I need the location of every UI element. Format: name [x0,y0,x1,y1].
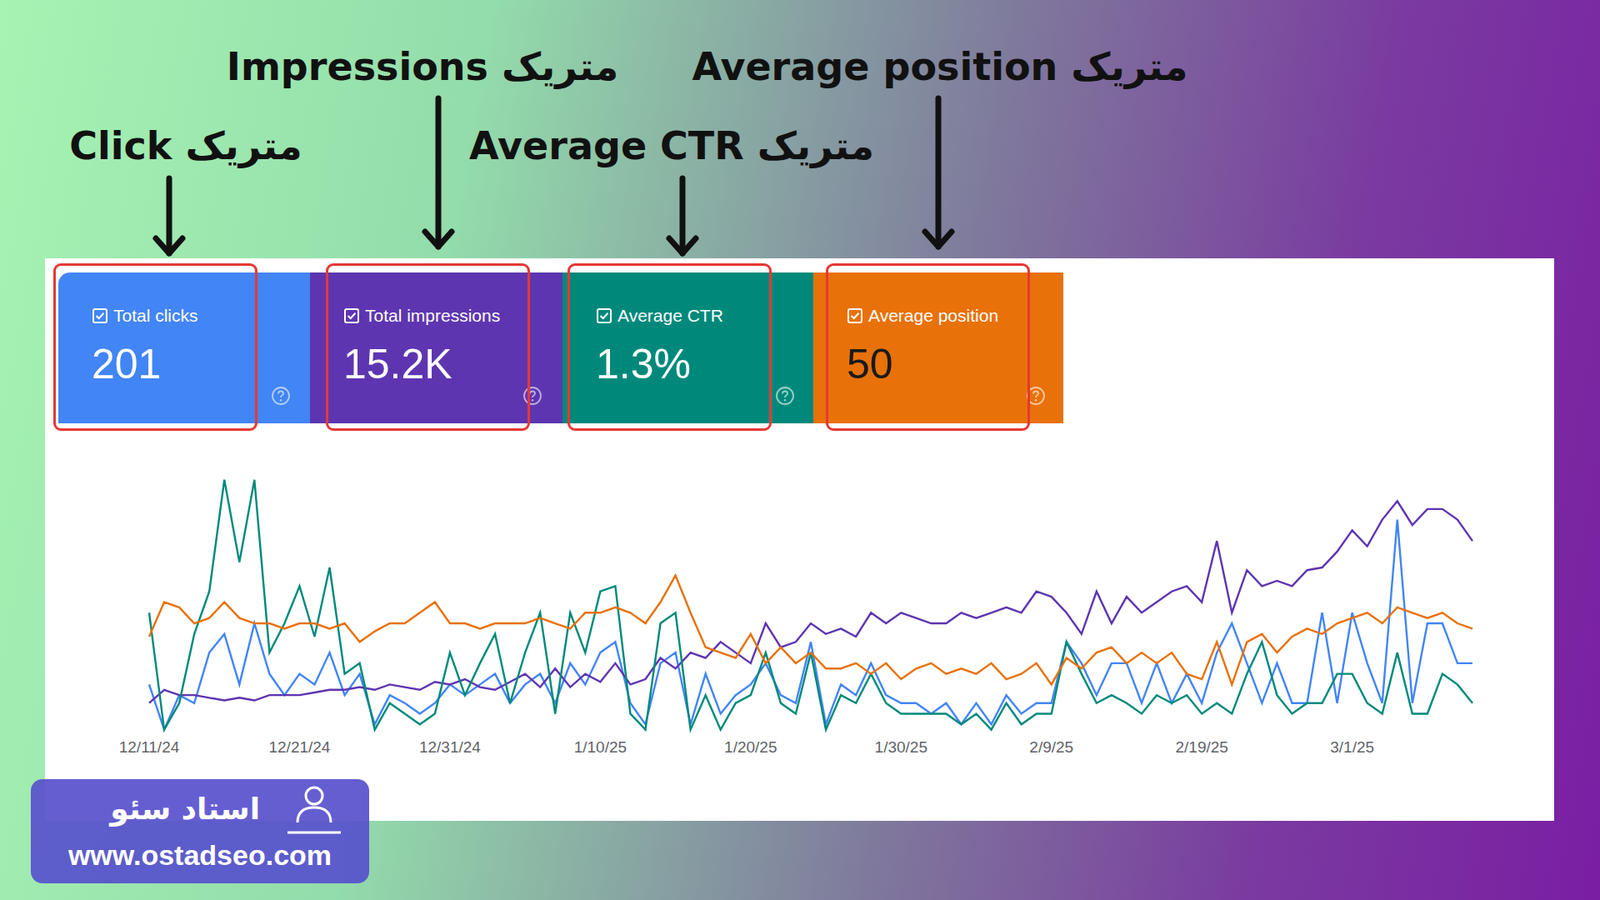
html-text:متریک Click: متریک Click [69,123,303,169]
html-text:Average CTR: Average CTR [617,305,724,325]
html-text:1.3%: 1.3% [595,340,691,388]
svg-text:1/30/25: 1/30/25 [875,738,928,756]
html-text:www.ostadseo.com: www.ostadseo.com [68,839,332,871]
html-text:15.2K: 15.2K [343,340,453,388]
html-text:Total impressions: Total impressions [365,305,501,325]
svg-text:12/21/24: 12/21/24 [268,738,330,756]
svg-text:2/19/25: 2/19/25 [1175,738,1228,756]
svg-text:1/10/25: 1/10/25 [574,738,627,756]
html-text:متریک Impressions: متریک Impressions [226,44,619,90]
html-text:استاد سئو: استاد سئو [110,791,260,826]
svg-text:1/20/25: 1/20/25 [724,738,777,756]
html-text:متریک Average CTR: متریک Average CTR [469,123,875,169]
html-text:Average position: Average position [868,305,999,325]
html-text:201: 201 [91,340,162,388]
html-text:Total clicks: Total clicks [113,305,198,325]
html-text:متریک Average position: متریک Average position [692,44,1188,90]
svg-text:12/31/24: 12/31/24 [419,738,481,756]
html-text:50: 50 [846,340,893,388]
svg-text:2/9/25: 2/9/25 [1029,738,1074,756]
svg-text:12/11/24: 12/11/24 [119,738,180,756]
svg-text:3/1/25: 3/1/25 [1330,738,1375,756]
